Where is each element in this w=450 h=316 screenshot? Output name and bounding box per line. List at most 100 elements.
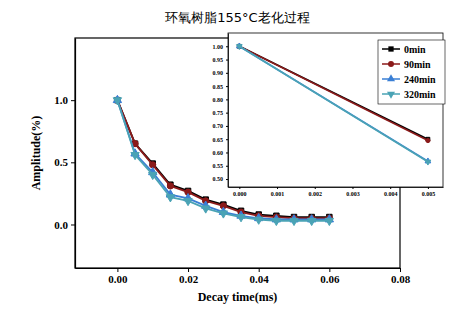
x-axis: 0.000 0.001 0.002 0.003 0.004 0.005	[229, 187, 444, 197]
y-tick-label: 0.70	[213, 123, 224, 129]
y-tick-label: 0.75	[213, 110, 224, 116]
marker	[236, 45, 242, 50]
y-tick: 0.60	[213, 150, 229, 156]
x-tick: 0.003	[346, 187, 360, 197]
x-tick-mark	[329, 268, 330, 272]
y-tick: 0.90	[213, 70, 229, 76]
y-tick-mark	[71, 100, 75, 101]
x-tick-label: 0.02	[179, 273, 199, 285]
y-tick: 1.00	[213, 44, 229, 50]
y-axis-title: Amplitude(%)	[29, 116, 43, 191]
x-tick-label: 0.005	[422, 191, 436, 197]
marker	[255, 217, 263, 224]
x-tick-mark	[188, 268, 189, 272]
marker	[272, 218, 280, 225]
y-tick-label: 0.0	[54, 219, 68, 231]
marker	[425, 160, 431, 165]
legend: 0min 90min 240min 320min	[378, 40, 445, 104]
marker	[167, 183, 173, 189]
x-tick-label: 0.003	[346, 191, 360, 197]
x-tick-label: 0.00	[108, 273, 128, 285]
x-tick-label: 0.06	[320, 273, 340, 285]
x-tick: 0.08	[391, 268, 411, 285]
legend-marker	[388, 61, 394, 67]
y-tick-label: 0.60	[213, 150, 224, 156]
y-tick-mark	[226, 73, 228, 74]
y-tick-label: 0.85	[213, 84, 224, 90]
y-tick: 0.75	[213, 110, 229, 116]
x-tick-label: 0.001	[271, 191, 285, 197]
x-tick-mark	[400, 268, 401, 272]
y-tick-mark	[71, 162, 75, 163]
marker	[426, 138, 430, 142]
y-tick-mark	[226, 179, 228, 180]
y-tick-mark	[226, 166, 228, 167]
x-tick-label: 0.04	[250, 273, 270, 285]
y-tick-label: 1.00	[213, 44, 224, 50]
y-axis: 0.50 0.55 0.60 0.65 0.70 0.75 0.80 0.85 0.90 0.95…	[213, 34, 229, 188]
legend-label: 0min	[404, 44, 426, 55]
x-tick: 0.000	[233, 187, 247, 197]
x-tick-label: 0.000	[233, 191, 247, 197]
y-tick-label: 0.5	[54, 156, 68, 168]
marker	[166, 195, 174, 202]
y-tick: 0.50	[213, 176, 229, 182]
chart-svg: 0.00 0.02 0.04 0.06 0.08 0.0 0.5 1.0 环氧树脂155°C老化…	[0, 0, 450, 316]
y-tick-mark	[226, 46, 228, 47]
x-tick-mark	[428, 187, 429, 189]
y-tick-mark	[226, 60, 228, 61]
marker	[237, 215, 245, 222]
x-axis-line	[76, 268, 401, 269]
y-tick-label: 0.65	[213, 137, 224, 143]
y-tick: 0.55	[213, 163, 229, 169]
x-tick-mark	[259, 268, 260, 272]
x-tick-mark	[390, 187, 391, 189]
legend-entry: 90min	[382, 59, 431, 70]
x-axis-title: Decay time(ms)	[198, 290, 278, 304]
x-tick: 0.002	[309, 187, 323, 197]
legend-marker	[387, 74, 395, 81]
x-tick: 0.005	[422, 187, 436, 197]
legend-entry: 320min	[382, 89, 436, 100]
plot-1: 0.0000.0010.0020.0030.0040.0050.500.550.…	[213, 33, 444, 197]
y-tick-mark	[226, 99, 228, 100]
marker	[113, 98, 121, 105]
marker	[325, 218, 333, 225]
x-tick-mark	[277, 187, 278, 189]
y-tick: 0.0	[54, 219, 75, 231]
y-axis: 0.0 0.5 1.0	[54, 39, 75, 269]
legend-box	[378, 40, 445, 104]
x-tick: 0.06	[320, 268, 340, 285]
marker	[149, 172, 157, 179]
y-tick: 0.70	[213, 123, 229, 129]
y-tick-mark	[226, 126, 228, 127]
legend-entry: 0min	[382, 44, 426, 55]
x-tick: 0.00	[108, 268, 128, 285]
y-tick: 0.5	[54, 156, 75, 168]
legend-entry: 240min	[382, 74, 436, 85]
y-tick: 0.80	[213, 97, 229, 103]
y-tick-label: 0.80	[213, 97, 224, 103]
legend-marker	[387, 92, 395, 99]
marker	[290, 218, 298, 225]
y-tick-mark	[226, 139, 228, 140]
y-tick: 0.95	[213, 57, 229, 63]
x-tick-mark	[239, 187, 240, 189]
y-tick: 1.0	[54, 94, 75, 106]
y-tick: 0.85	[213, 84, 229, 90]
y-axis-line	[228, 34, 229, 188]
x-tick: 0.001	[271, 187, 285, 197]
y-tick-label: 0.55	[213, 163, 224, 169]
legend-marker	[388, 46, 393, 51]
legend-label: 240min	[404, 74, 436, 85]
marker	[219, 211, 227, 218]
y-tick-label: 0.50	[213, 176, 224, 182]
chart-title: 环氧树脂155°C老化过程	[165, 10, 309, 25]
legend-label: 320min	[404, 89, 436, 100]
y-axis-line	[75, 39, 76, 269]
legend-label: 90min	[404, 59, 431, 70]
marker	[202, 206, 210, 213]
x-tick: 0.004	[384, 187, 398, 197]
y-tick-mark	[71, 224, 75, 225]
y-tick-label: 1.0	[54, 94, 68, 106]
